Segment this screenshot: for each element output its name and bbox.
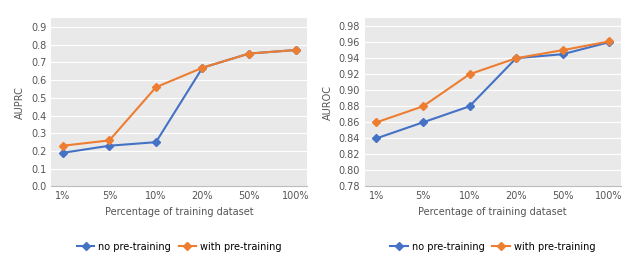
Y-axis label: AUPRC: AUPRC [15, 86, 26, 119]
X-axis label: Percentage of training dataset: Percentage of training dataset [105, 207, 253, 217]
Y-axis label: AUROC: AUROC [323, 85, 333, 120]
Legend: no pre-training, with pre-training: no pre-training, with pre-training [77, 242, 282, 252]
Legend: no pre-training, with pre-training: no pre-training, with pre-training [390, 242, 595, 252]
X-axis label: Percentage of training dataset: Percentage of training dataset [419, 207, 567, 217]
